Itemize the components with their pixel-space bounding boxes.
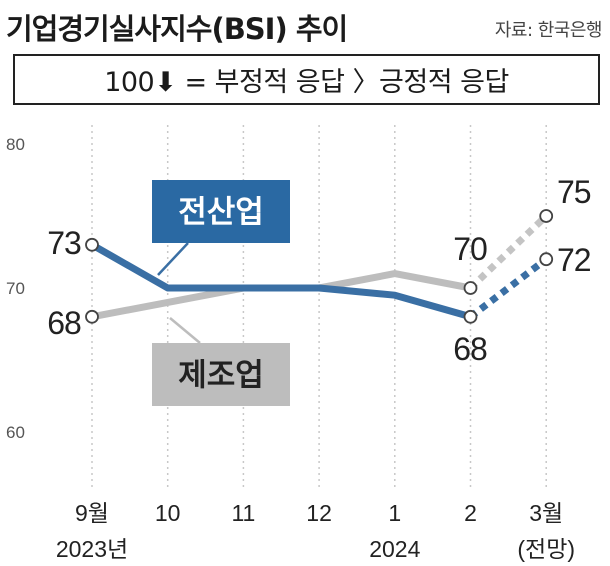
x-tick-6: 3월 <box>529 500 563 526</box>
tag-leader-0 <box>157 242 189 276</box>
data-labels: 73 68 72 68 70 75 <box>47 174 592 367</box>
series-lines <box>88 213 549 321</box>
value-label-0-0: 73 <box>47 225 81 261</box>
x-sublabel-6: (전망) <box>517 536 575 562</box>
point-0-5 <box>463 309 478 324</box>
series-tag-label-1: 제조업 <box>178 358 264 394</box>
value-label-1-0: 68 <box>47 305 81 341</box>
point-1-5 <box>463 281 478 295</box>
value-label-1-5: 70 <box>453 231 487 267</box>
y-axis: 60 70 80 <box>6 135 25 442</box>
x-tick-4: 1 <box>388 500 401 526</box>
series-tag-box-0 <box>152 180 290 243</box>
source-note: 자료: 한국은행 <box>494 20 603 41</box>
series-tag-box-1 <box>152 343 290 406</box>
series-projection-0 <box>468 256 549 320</box>
x-tick-3: 12 <box>306 500 332 526</box>
note-text: 100⬇ = 부정적 응답 〉긍정적 응답 <box>104 67 509 98</box>
y-tick-80: 80 <box>6 135 25 154</box>
point-0-0 <box>85 237 99 252</box>
x-axis: 9월 2023년 10 11 12 1 2024 2 3월 (전망) <box>56 500 575 562</box>
point-1-0 <box>85 309 99 324</box>
point-1-6 <box>539 209 554 223</box>
data-points <box>85 209 554 324</box>
value-label-1-6: 75 <box>557 174 591 210</box>
value-label-0-6: 72 <box>557 242 591 278</box>
x-tick-0: 9월 <box>75 500 109 526</box>
y-tick-70: 70 <box>6 279 25 298</box>
tag-leader-1 <box>169 317 201 344</box>
y-tick-60: 60 <box>6 423 25 442</box>
x-tick-1: 10 <box>155 500 181 526</box>
value-label-0-5: 68 <box>453 331 487 367</box>
x-tick-2: 11 <box>231 500 255 526</box>
series-projection-1 <box>468 213 549 291</box>
x-tick-5: 2 <box>464 500 477 526</box>
note-box: 100⬇ = 부정적 응답 〉긍정적 응답 <box>13 54 600 105</box>
x-sublabel-4: 2024 <box>369 536 420 562</box>
series-tag-label-0: 전산업 <box>178 195 264 231</box>
point-0-6 <box>539 252 554 267</box>
chart-title: 기업경기실사지수(BSI) 추이 <box>6 12 348 46</box>
series-line-0 <box>88 241 474 321</box>
x-sublabel-0: 2023년 <box>56 536 128 562</box>
